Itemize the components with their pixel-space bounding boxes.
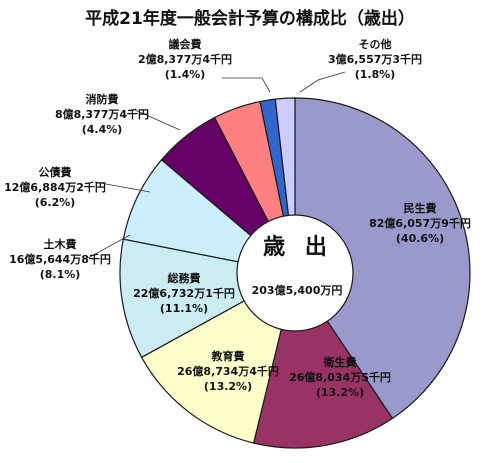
leader-line-9 [299,71,346,93]
slice-label-5: 土木費 16億5,644万8千円(8.1%) [9,237,111,281]
center-total: 203億5,400万円 [252,283,343,297]
leader-lines [87,71,346,259]
slice-label-2: 衛生費 26億8,034万5千円(13.2%) [289,355,391,399]
center-title: 歳 出 [263,235,333,260]
chart-title: 平成21年度一般会計予算の構成比（歳出） [85,8,415,29]
slice-label-9: その他 3億6,557万3千円(1.8%) [328,37,422,81]
slice-label-7: 消防費 8億8,377万4千円(4.4%) [55,92,149,136]
pie-slice-1 [294,97,471,420]
leader-line-5 [87,234,131,259]
slice-label-4: 総務費 22億6,732万1千円(11.1%) [133,271,235,315]
slice-label-6: 公債費 12億6,884万2千円(6.2%) [4,165,106,209]
slice-label-8: 議会費 2億8,377万4千円(1.4%) [138,37,232,81]
leader-line-6 [94,181,151,193]
leader-line-7 [134,109,181,131]
leader-line-8 [222,77,271,93]
donut-hole [236,214,354,332]
slice-labels: 民生費 82億6,057万9千円(40.6%) 衛生費 26億8,034万5千円(13… [4,37,471,399]
slice-label-1: 民生費 82億6,057万9千円(40.6%) [369,201,471,245]
slice-label-3: 教育費 26億8,734万4千円(13.2%) [177,349,279,393]
